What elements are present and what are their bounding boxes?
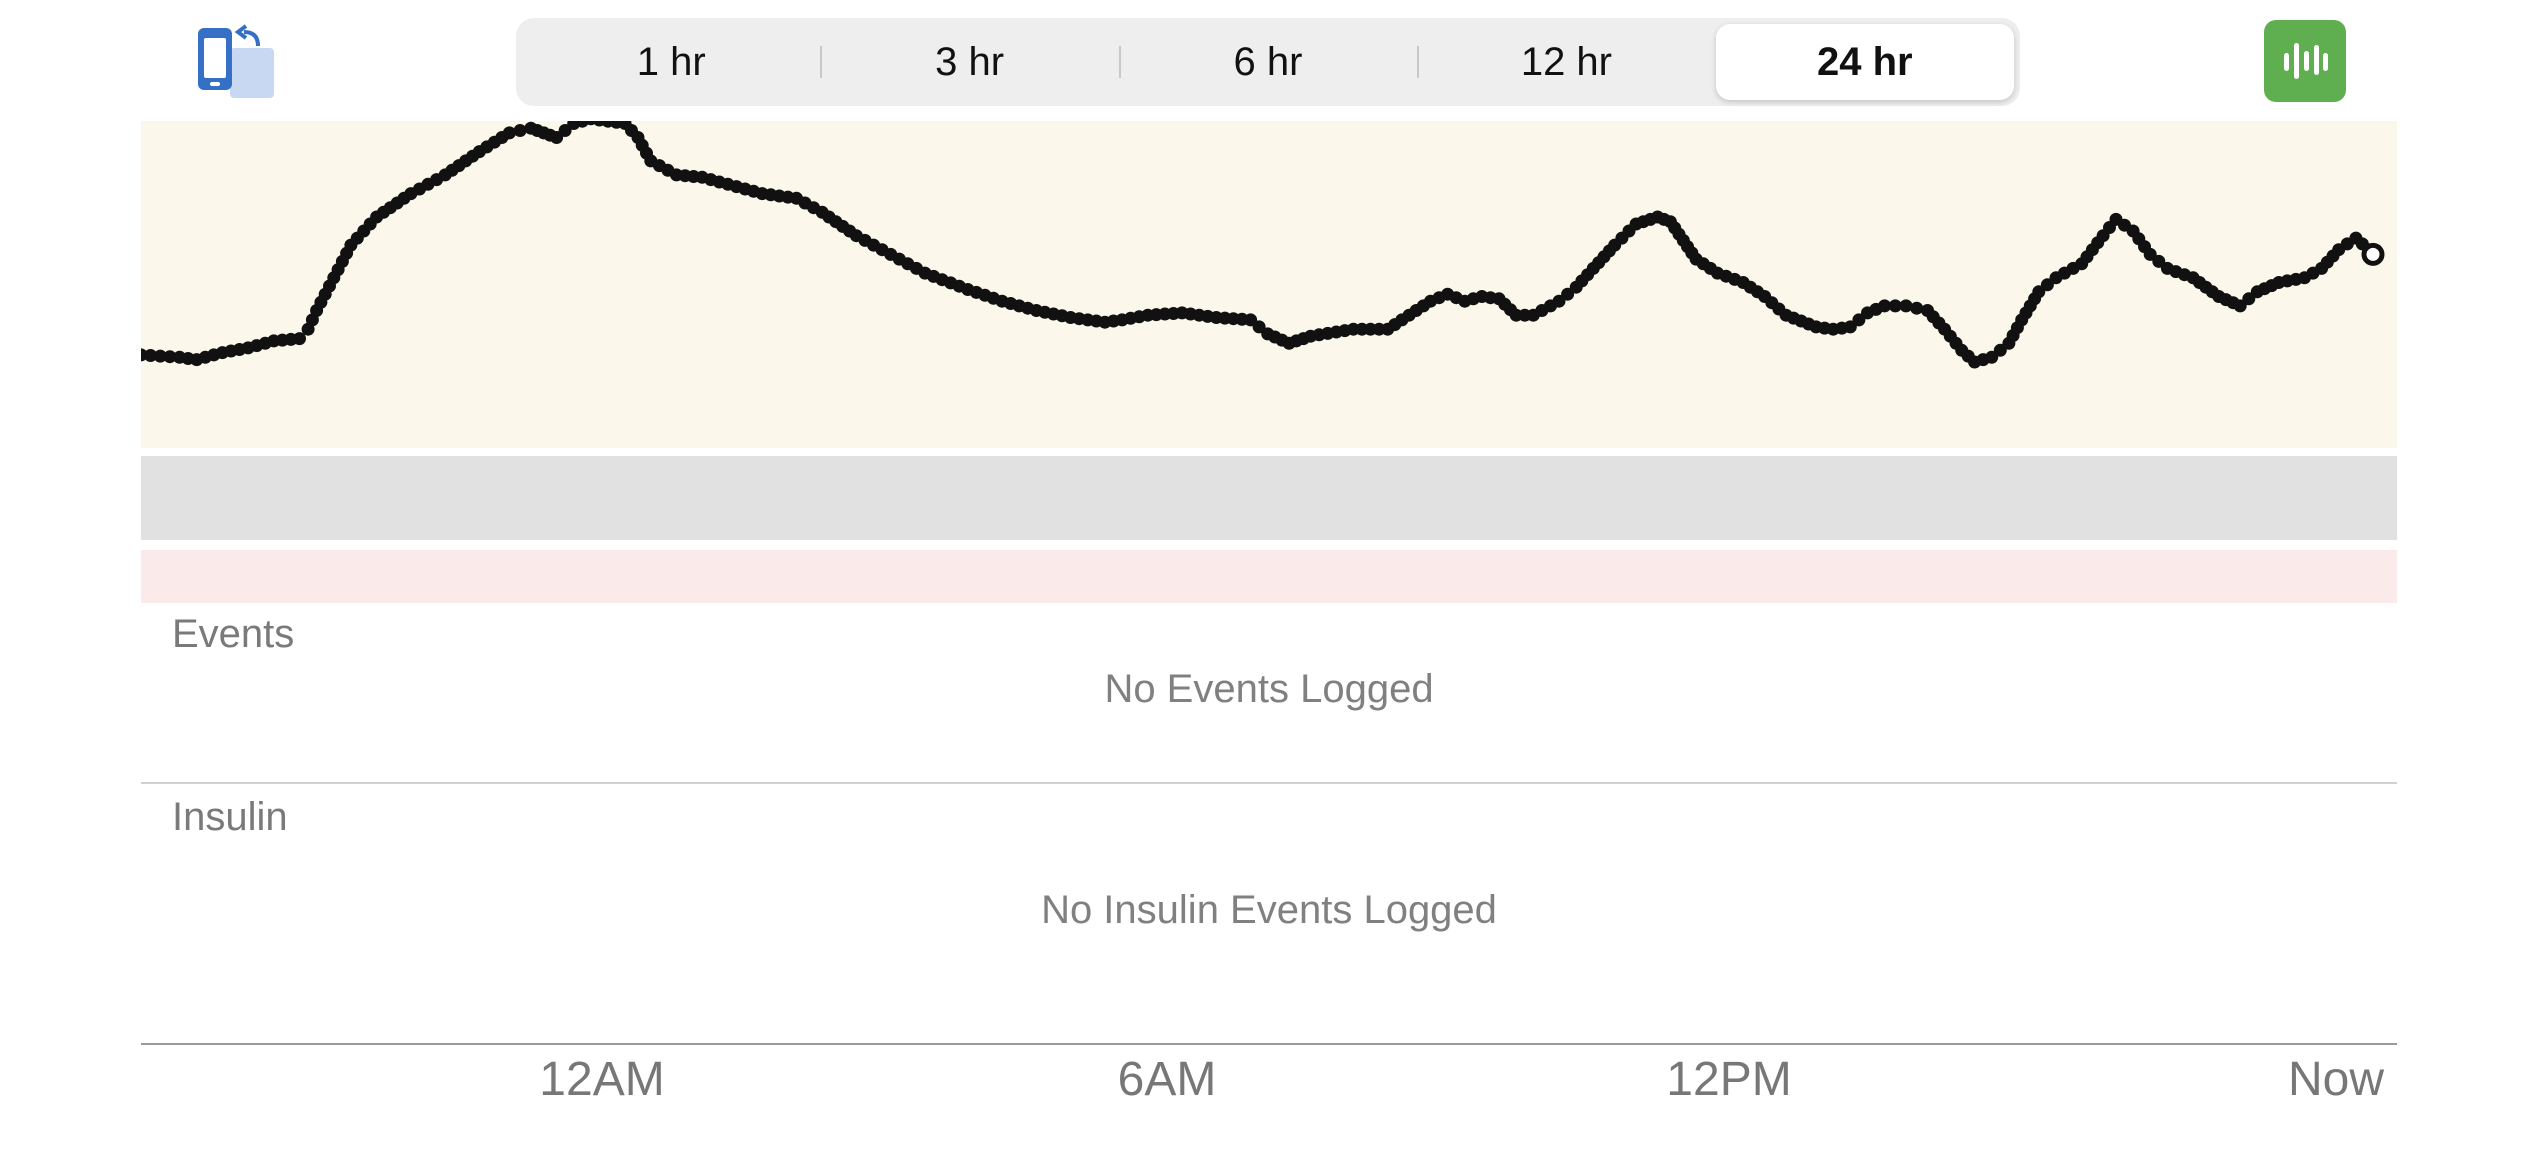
range-1hr[interactable]: 1 hr xyxy=(636,39,706,84)
events-empty-message: No Events Logged xyxy=(1104,667,1434,711)
glucose-reading-dot xyxy=(502,126,516,140)
readings-button[interactable] xyxy=(2264,20,2346,102)
rotate-device-icon xyxy=(198,24,274,98)
glucose-reading-dot xyxy=(1561,287,1575,301)
x-tick-label: 12PM xyxy=(1666,1053,1792,1106)
x-tick-label: 6AM xyxy=(1117,1053,1217,1106)
glucose-reading-dot xyxy=(2143,247,2157,261)
glucose-reading-dot xyxy=(1993,343,2007,357)
insulin-label: Insulin xyxy=(172,795,288,839)
glucose-reading-dot xyxy=(2032,285,2046,299)
glucose-reading-dot xyxy=(558,124,572,137)
range-12hr[interactable]: 12 hr xyxy=(1417,24,1715,100)
glucose-reading-dot xyxy=(513,124,527,137)
range-6hr[interactable]: 6 hr xyxy=(1118,24,1417,100)
glucose-reading-dot xyxy=(1878,299,1892,313)
glucose-reading-dot xyxy=(1852,313,1866,327)
insulin-empty-message: No Insulin Events Logged xyxy=(1041,888,1497,932)
glucose-reading-dot xyxy=(293,332,306,346)
glucose-reading-dot xyxy=(144,349,158,362)
time-axis-line xyxy=(141,1043,2397,1045)
glucose-reading-dot xyxy=(1910,301,1924,315)
glucose-reading-dot xyxy=(1888,299,1902,313)
glucose-chart xyxy=(141,121,2385,369)
glucose-reading-dot xyxy=(1252,320,1266,334)
glucose-reading-dot xyxy=(2152,254,2166,268)
glucose-reading-dot xyxy=(1843,320,1857,334)
events-label: Events xyxy=(172,612,295,656)
glucose-reading-dot xyxy=(153,349,167,363)
latest-reading-dot[interactable] xyxy=(2361,242,2385,266)
range-3hr[interactable]: 3 hr xyxy=(820,24,1118,100)
glucose-reading-dot xyxy=(1985,350,1999,364)
rotate-device-button[interactable] xyxy=(190,22,276,102)
events-divider xyxy=(141,782,2397,784)
glucose-reading-dot xyxy=(2040,278,2054,292)
target-zone-band xyxy=(141,456,2397,540)
x-tick-label: 12AM xyxy=(539,1053,665,1106)
readings-bars-icon xyxy=(2284,43,2328,79)
range-24hr[interactable]: 24 hr xyxy=(1715,24,2015,100)
high-zone-band xyxy=(141,121,2397,448)
glucose-reading-dot xyxy=(1899,299,1913,313)
glucose-reading-dot xyxy=(163,350,177,364)
glucose-reading-dot xyxy=(1552,294,1566,308)
time-range-selector: 1 hr 3 hr 6 hr 12 hr 24 hr xyxy=(516,18,2020,106)
glucose-reading-dot xyxy=(575,121,589,128)
low-zone-band xyxy=(141,550,2397,603)
glucose-reading-dot xyxy=(2233,299,2247,313)
x-tick-label: Now xyxy=(2287,1053,2385,1106)
